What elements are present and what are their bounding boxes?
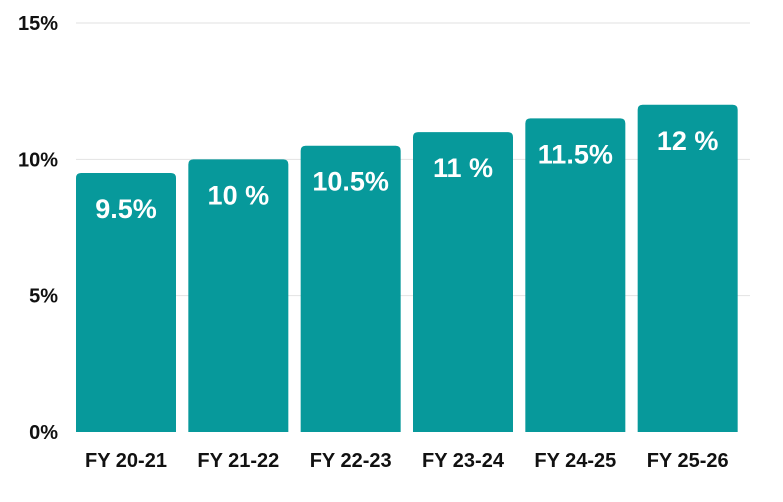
bar <box>300 145 401 432</box>
data-labels: 9.5% 10 % 10.5% 11 % 11.5% 12 % <box>95 126 718 224</box>
data-label: 10.5% <box>312 167 389 197</box>
bars <box>76 104 738 433</box>
category-label: FY 24-25 <box>534 450 616 472</box>
bar <box>525 118 626 432</box>
data-label: 10 % <box>208 180 270 210</box>
category-label: FY 20-21 <box>85 450 167 472</box>
data-label: 11.5% <box>538 139 613 169</box>
category-label: FY 25-26 <box>647 450 729 472</box>
data-label: 12 % <box>657 126 719 156</box>
data-label: 9.5% <box>95 194 157 224</box>
data-label: 11 % <box>433 153 493 183</box>
y-tick-label: 15% <box>18 13 58 35</box>
bar <box>76 172 176 432</box>
x-axis-category-labels: FY 20-21 FY 21-22 FY 22-23 FY 23-24 FY 24-25… <box>85 450 729 472</box>
y-tick-label: 10% <box>18 149 58 171</box>
category-label: FY 21-22 <box>197 450 279 472</box>
y-axis-tick-labels: 0% 5% 10% 15% <box>18 13 58 444</box>
bar <box>637 104 738 433</box>
category-label: FY 23-24 <box>422 450 505 472</box>
bar <box>413 132 513 433</box>
y-tick-label: 5% <box>29 286 58 308</box>
category-label: FY 22-23 <box>310 450 392 472</box>
bar <box>188 159 289 433</box>
y-tick-label: 0% <box>29 422 58 444</box>
